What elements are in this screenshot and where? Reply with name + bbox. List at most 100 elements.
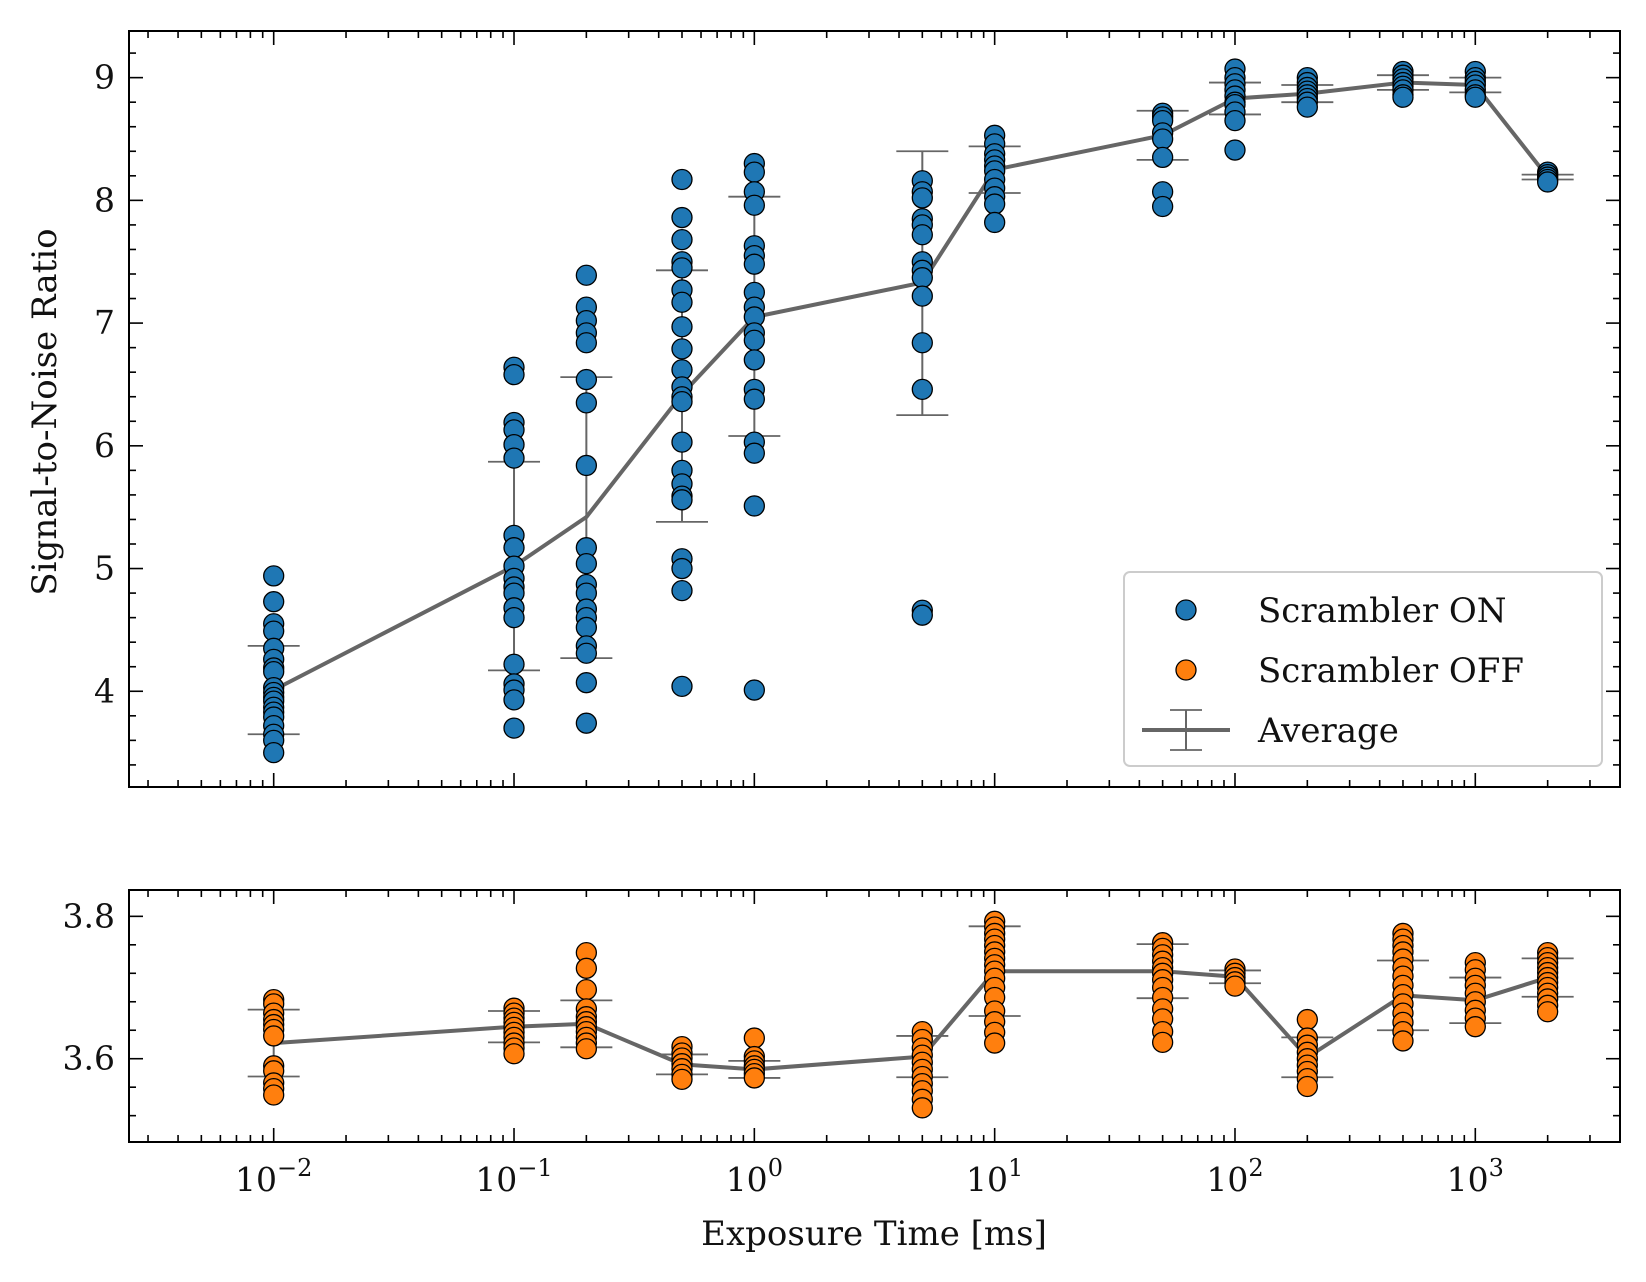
data-point <box>503 363 525 386</box>
data-point <box>1296 1075 1318 1098</box>
data-point <box>911 285 933 307</box>
data-point <box>743 495 765 517</box>
data-point <box>1537 1001 1559 1023</box>
data-point <box>575 264 598 286</box>
data-point <box>575 712 598 734</box>
data-point <box>263 565 285 587</box>
y-tick-label: 7 <box>94 303 115 342</box>
legend-box <box>1123 571 1603 767</box>
data-point <box>575 368 598 391</box>
y-tick-label: 3.8 <box>63 896 115 935</box>
data-point <box>671 291 693 313</box>
data-point <box>575 1038 598 1060</box>
data-point <box>671 228 693 251</box>
data-point <box>503 653 525 675</box>
data-point <box>743 1067 765 1089</box>
data-point <box>671 431 693 453</box>
data-point <box>911 1097 933 1119</box>
data-point <box>671 1068 693 1091</box>
data-point <box>743 329 765 351</box>
data-point <box>743 442 765 464</box>
data-point <box>671 489 693 511</box>
data-point <box>503 717 525 739</box>
data-point <box>1224 975 1246 997</box>
x-tick-label: 102 <box>1206 1154 1263 1199</box>
data-point <box>575 642 598 664</box>
data-point <box>743 161 765 183</box>
plot-frame <box>128 30 1621 788</box>
legend-marker <box>1175 599 1197 621</box>
data-point <box>1392 86 1414 108</box>
data-point <box>671 390 693 413</box>
data-point <box>671 557 693 580</box>
legend-marker <box>1175 659 1197 681</box>
data-point <box>1537 171 1559 193</box>
data-point <box>984 193 1006 215</box>
data-point <box>671 257 693 279</box>
legend-label: Average <box>1257 711 1399 751</box>
data-point <box>1464 1016 1486 1038</box>
data-point <box>1296 1008 1318 1031</box>
top-panel: 4 5 6 7 8 9 <box>94 30 1621 788</box>
data-point <box>1296 96 1318 118</box>
data-point <box>575 552 598 575</box>
x-tick-label: 10−2 <box>235 1154 312 1199</box>
data-point <box>1151 146 1174 169</box>
plot-frame <box>128 889 1621 1143</box>
data-point <box>911 187 933 209</box>
data-point <box>1151 195 1174 218</box>
data-point <box>671 206 693 229</box>
data-point <box>984 211 1006 234</box>
data-point <box>911 378 933 401</box>
data-point <box>575 616 598 639</box>
data-point <box>743 1027 765 1049</box>
x-tick-label: 100 <box>726 1154 783 1199</box>
data-point <box>263 1025 285 1047</box>
data-point <box>575 957 598 979</box>
data-point <box>671 675 693 698</box>
data-point <box>1224 109 1246 132</box>
data-point <box>743 388 765 410</box>
data-point <box>575 392 598 414</box>
data-point <box>743 194 765 216</box>
data-point <box>911 604 933 626</box>
legend-label: Scrambler ON <box>1258 591 1507 631</box>
y-tick-label: 8 <box>94 180 115 219</box>
data-point <box>911 267 933 289</box>
data-point <box>263 741 285 764</box>
y-axis-label: Signal-to-Noise Ratio <box>25 228 65 595</box>
data-point <box>575 332 598 354</box>
data-point <box>671 316 693 338</box>
y-tick-label: 4 <box>94 671 115 710</box>
x-tick-label: 101 <box>966 1154 1023 1199</box>
x-axis-label: Exposure Time [ms] <box>701 1214 1047 1254</box>
data-point <box>1224 139 1246 161</box>
data-point <box>1392 1030 1414 1052</box>
data-point <box>1464 86 1486 108</box>
x-tick-label: 103 <box>1447 1154 1504 1199</box>
data-point <box>503 1043 525 1065</box>
data-point <box>503 537 525 559</box>
data-point <box>575 454 598 477</box>
data-point <box>671 579 693 602</box>
legend: Scrambler ON Scrambler OFF Average <box>1123 571 1603 767</box>
data-point <box>743 349 765 371</box>
data-point <box>743 253 765 275</box>
legend-label: Scrambler OFF <box>1258 651 1524 691</box>
data-point <box>743 679 765 701</box>
y-tick-label: 6 <box>94 426 115 465</box>
data-point <box>1151 128 1174 150</box>
y-tick-label: 5 <box>94 549 115 588</box>
data-point <box>503 447 525 469</box>
y-tick-label: 9 <box>94 58 115 97</box>
data-point <box>575 672 598 694</box>
data-point <box>263 591 285 613</box>
data-point <box>503 689 525 711</box>
data-point <box>671 168 693 191</box>
x-tick-label: 10−1 <box>475 1154 552 1199</box>
bottom-panel: 3.6 3.8 10−2 10−1 100 101 102 103 <box>63 889 1621 1199</box>
data-point <box>671 338 693 360</box>
data-point <box>503 606 525 629</box>
data-point <box>911 332 933 354</box>
